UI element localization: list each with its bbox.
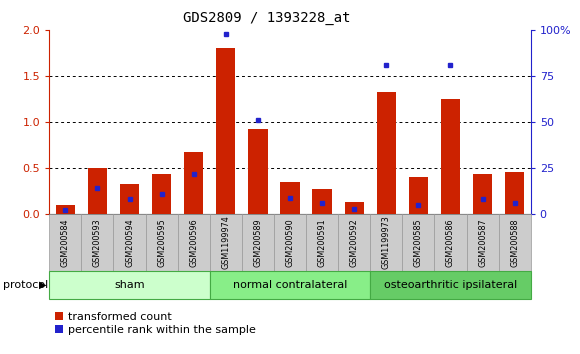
FancyBboxPatch shape	[177, 214, 210, 271]
FancyBboxPatch shape	[403, 214, 434, 271]
Text: osteoarthritic ipsilateral: osteoarthritic ipsilateral	[384, 280, 517, 290]
Text: GSM200596: GSM200596	[189, 218, 198, 267]
FancyBboxPatch shape	[370, 271, 531, 299]
Bar	[280, 182, 300, 214]
Bar	[120, 184, 139, 214]
Text: GSM1199973: GSM1199973	[382, 216, 391, 269]
FancyBboxPatch shape	[210, 214, 242, 271]
Text: GSM200590: GSM200590	[285, 218, 295, 267]
Text: protocol: protocol	[3, 280, 48, 290]
Bar	[345, 202, 364, 214]
Bar	[184, 152, 204, 214]
Text: GDS2809 / 1393228_at: GDS2809 / 1393228_at	[183, 11, 350, 25]
Bar	[441, 99, 460, 214]
FancyBboxPatch shape	[146, 214, 177, 271]
Text: GSM1199974: GSM1199974	[222, 216, 230, 269]
FancyBboxPatch shape	[306, 214, 338, 271]
Text: GSM200584: GSM200584	[61, 218, 70, 267]
Text: normal contralateral: normal contralateral	[233, 280, 347, 290]
FancyBboxPatch shape	[338, 214, 370, 271]
Text: GSM200594: GSM200594	[125, 218, 134, 267]
Bar	[376, 92, 396, 214]
Bar	[56, 205, 75, 214]
Text: GSM200588: GSM200588	[510, 218, 519, 267]
FancyBboxPatch shape	[81, 214, 114, 271]
Bar	[473, 174, 492, 214]
Bar	[505, 172, 524, 214]
Text: GSM200592: GSM200592	[350, 218, 358, 267]
FancyBboxPatch shape	[49, 271, 210, 299]
Text: GSM200589: GSM200589	[253, 218, 262, 267]
Bar	[313, 189, 332, 214]
Bar	[152, 174, 171, 214]
FancyBboxPatch shape	[114, 214, 146, 271]
Legend: transformed count, percentile rank within the sample: transformed count, percentile rank withi…	[55, 312, 256, 335]
Text: GSM200585: GSM200585	[414, 218, 423, 267]
Text: GSM200595: GSM200595	[157, 218, 166, 267]
FancyBboxPatch shape	[242, 214, 274, 271]
Bar	[88, 168, 107, 214]
FancyBboxPatch shape	[370, 214, 403, 271]
Text: sham: sham	[114, 280, 145, 290]
Text: GSM200587: GSM200587	[478, 218, 487, 267]
FancyBboxPatch shape	[466, 214, 499, 271]
FancyBboxPatch shape	[49, 214, 81, 271]
Bar	[409, 177, 428, 214]
FancyBboxPatch shape	[274, 214, 306, 271]
Text: GSM200586: GSM200586	[446, 218, 455, 267]
Text: GSM200591: GSM200591	[318, 218, 327, 267]
Bar	[216, 48, 235, 214]
FancyBboxPatch shape	[434, 214, 466, 271]
FancyBboxPatch shape	[499, 214, 531, 271]
Bar	[248, 130, 267, 214]
Text: ▶: ▶	[39, 280, 46, 290]
FancyBboxPatch shape	[210, 271, 370, 299]
Text: GSM200593: GSM200593	[93, 218, 102, 267]
